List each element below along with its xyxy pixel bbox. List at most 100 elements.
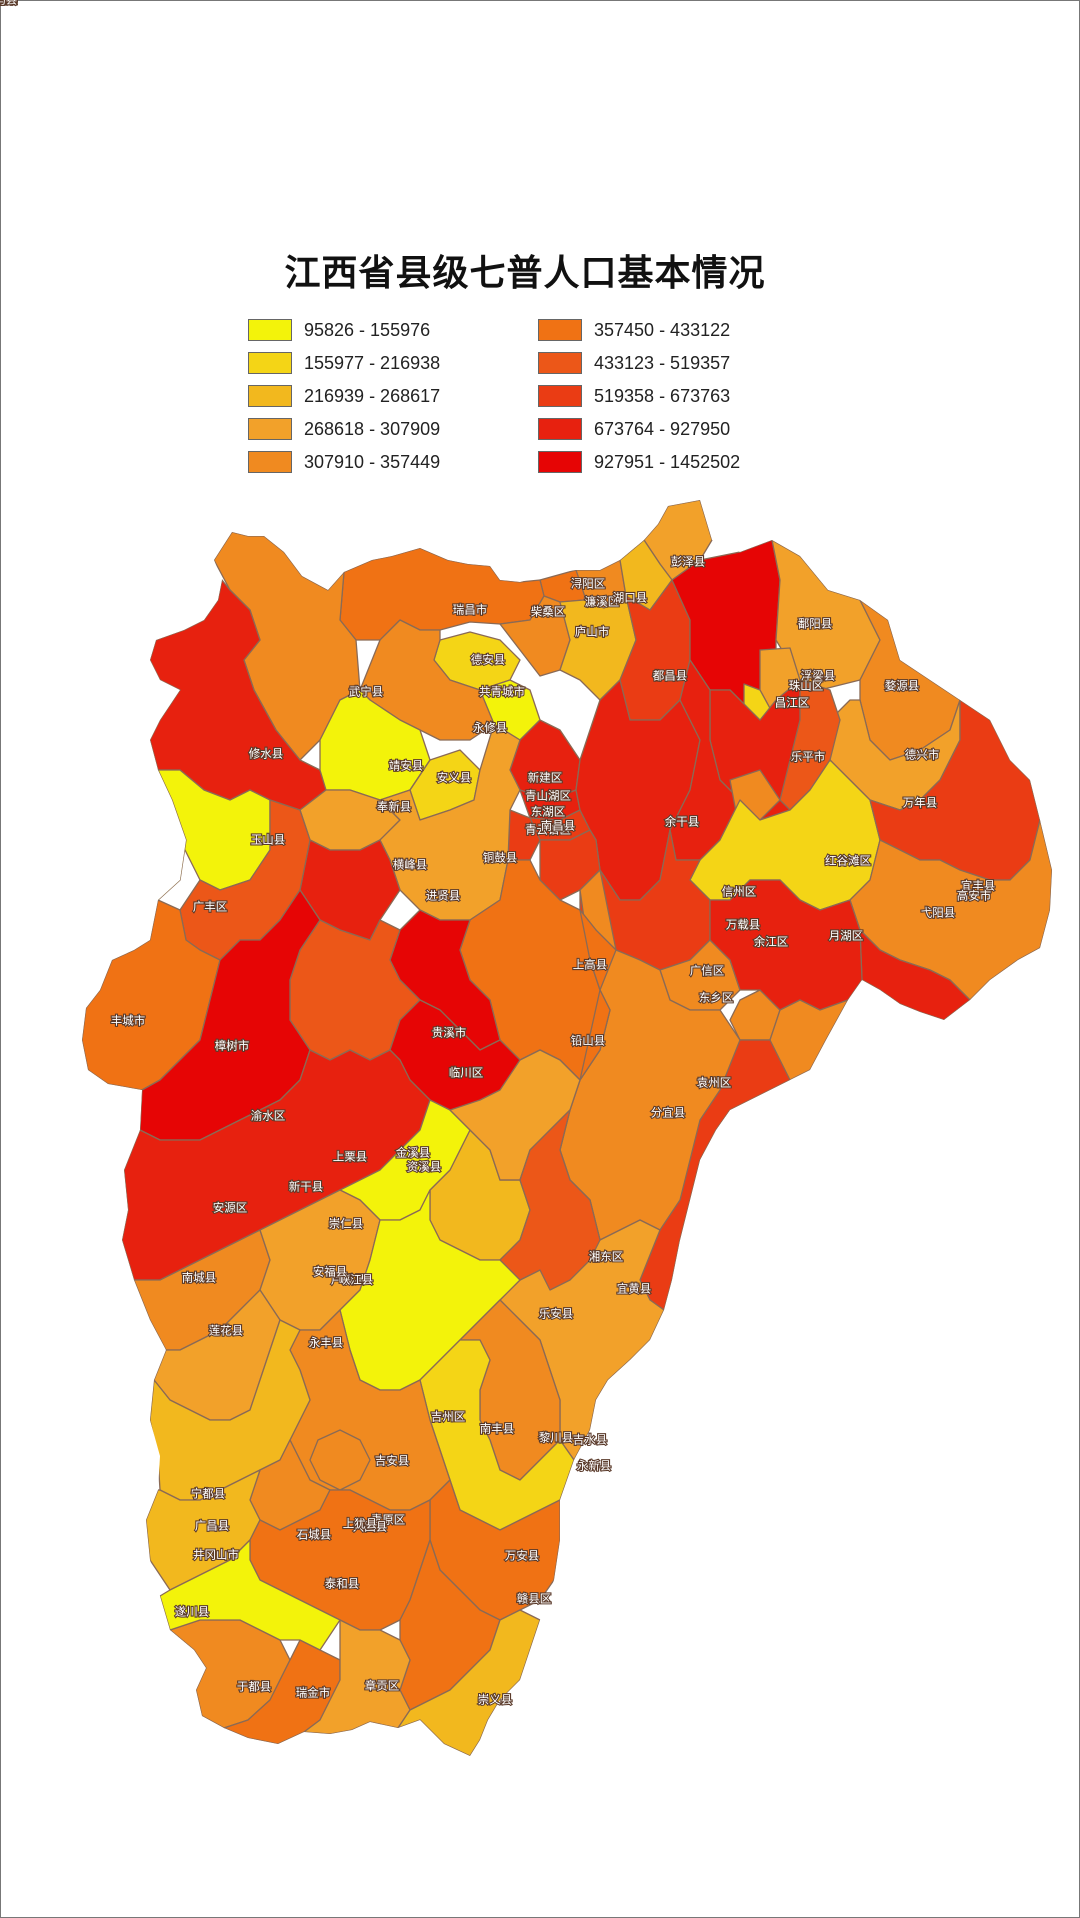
region-label: 吉安县 <box>375 1454 410 1468</box>
region-label: 浮梁县 <box>801 669 836 683</box>
region-label: 宜丰县 <box>961 879 996 893</box>
region-label: 彭泽县 <box>671 555 706 569</box>
region-label: 万安县 <box>505 1549 540 1563</box>
legend-item: 433123 - 519357 <box>538 351 730 375</box>
region-label: 濂溪区 <box>585 595 620 609</box>
region-label: 永新县 <box>577 1459 612 1473</box>
region-label: 泰和县 <box>325 1577 360 1591</box>
region-label: 贵溪市 <box>432 1026 467 1040</box>
region-label: 青山湖区 <box>525 789 571 803</box>
region-label: 东湖区 <box>531 805 566 819</box>
region <box>159 1539 341 1651</box>
region <box>859 929 971 1021</box>
legend-label: 519358 - 673763 <box>594 385 731 406</box>
legend-label: 268618 - 307909 <box>304 418 441 439</box>
region-label: 余干县 <box>665 815 700 829</box>
region-label: 月湖区 <box>829 929 864 943</box>
legend-swatch <box>248 451 292 473</box>
legend-item: 95826 - 155976 <box>248 318 430 342</box>
region-label: 莲花县 <box>209 1324 244 1338</box>
region-label: 上高县 <box>573 958 608 972</box>
region-label: 上栗县 <box>333 1150 368 1164</box>
region <box>499 1109 601 1291</box>
region-label: 遂川县 <box>175 1605 210 1619</box>
region-label: 铜鼓县 <box>483 851 518 865</box>
region-label: 永丰县 <box>309 1336 344 1350</box>
map-title: 江西省县级七普人口基本情况 <box>284 253 766 294</box>
region-label: 安源区 <box>213 1201 248 1215</box>
region-label: 袁州区 <box>697 1076 732 1090</box>
region-label: 南城县 <box>182 1271 217 1285</box>
region <box>303 1619 411 1735</box>
region-label: 湖口县 <box>613 591 648 605</box>
region-label: 崇仁县 <box>329 1217 364 1231</box>
region-label: 兴国县 <box>353 1520 388 1534</box>
region-label: 吉水县 <box>573 1433 608 1447</box>
region-label: 万年县 <box>903 796 938 810</box>
region-label: 东乡区 <box>699 991 734 1005</box>
region-label: 井冈山市 <box>193 1548 239 1562</box>
region-label: 婺源县 <box>885 679 920 693</box>
region-label: 大余县 <box>0 0 17 7</box>
region-label: 定南县 <box>0 0 17 7</box>
region-label: 青云谱区 <box>525 823 571 837</box>
region-label: 庐山市 <box>575 625 610 639</box>
region-label: 铅山县 <box>571 1034 606 1048</box>
region-label: 全南县 <box>0 0 17 7</box>
region <box>639 1039 791 1311</box>
legend-item: 673764 - 927950 <box>538 417 730 441</box>
region-label: 安远县 <box>0 0 17 7</box>
legend-item: 155977 - 216938 <box>248 351 440 375</box>
legend-swatch <box>248 385 292 407</box>
region-label: 峡江县 <box>339 1273 374 1287</box>
legend-label: 927951 - 1452502 <box>594 451 741 472</box>
region-label: 红谷滩区 <box>825 854 871 868</box>
region-label: 乐安县 <box>539 1307 574 1321</box>
region <box>709 879 863 1011</box>
region-label: 新建区 <box>528 771 563 785</box>
region-label: 于都县 <box>237 1680 272 1694</box>
legend-item: 216939 - 268617 <box>248 384 440 408</box>
region-label: 共青城市 <box>479 685 525 699</box>
region-label: 德安县 <box>471 653 506 667</box>
region-label: 龙南市 <box>0 0 17 7</box>
region-label: 鄱阳县 <box>798 617 833 631</box>
region-label: 靖安县 <box>389 759 424 773</box>
choropleth-regions <box>82 500 1052 1756</box>
region-label: 瑞昌市 <box>453 603 488 617</box>
region-label: 横峰县 <box>393 858 428 872</box>
region <box>309 1429 371 1491</box>
region-label: 湘东区 <box>589 1250 624 1264</box>
region-label: 新干县 <box>289 1180 324 1194</box>
region <box>579 909 617 1081</box>
region-label: 上犹县 <box>343 1517 378 1531</box>
region-label: 安福县 <box>313 1265 348 1279</box>
region-label: 万载县 <box>726 918 761 932</box>
legend-label: 357450 - 433122 <box>594 319 731 340</box>
region-label: 宁都县 <box>191 1487 226 1501</box>
region-label: 广昌县 <box>195 1519 230 1533</box>
region-label: 广信区 <box>690 964 725 978</box>
legend-item: 357450 - 433122 <box>538 318 730 342</box>
legend-label: 155977 - 216938 <box>304 352 441 373</box>
region-label: 广丰区 <box>193 900 228 914</box>
region-label: 修水县 <box>249 747 284 761</box>
region-label: 南昌县 <box>541 819 576 833</box>
region-label: 昌江区 <box>775 696 810 710</box>
legend: 95826 - 155976 155977 - 216938 216939 - … <box>248 318 808 478</box>
legend-label: 673764 - 927950 <box>594 418 731 439</box>
region-label: 永修县 <box>473 721 508 735</box>
region-label: 崇义县 <box>478 1693 513 1707</box>
region-label: 弋阳县 <box>921 906 956 920</box>
legend-swatch <box>538 352 582 374</box>
region-label: 吉州区 <box>431 1410 466 1424</box>
region-label: 丰城市 <box>111 1014 146 1028</box>
legend-label: 95826 - 155976 <box>304 319 431 340</box>
region-label: 玉山县 <box>251 833 286 847</box>
region-label: 乐平市 <box>791 750 826 764</box>
region-label: 余江区 <box>754 935 789 949</box>
legend-swatch <box>538 385 582 407</box>
legend-item: 927951 - 1452502 <box>538 450 740 474</box>
